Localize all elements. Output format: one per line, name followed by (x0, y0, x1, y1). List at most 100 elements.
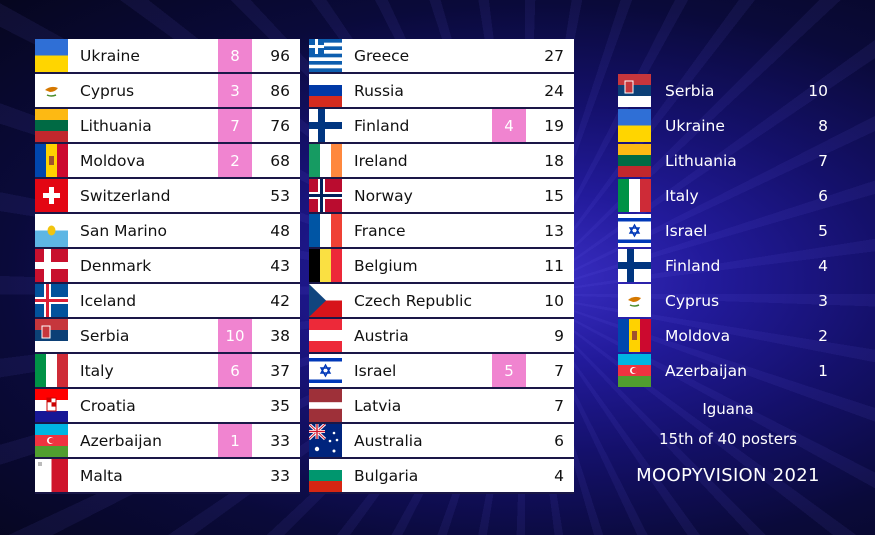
country-name: Greece (354, 47, 410, 65)
serbia-flag-icon (618, 74, 651, 107)
country-name: France (354, 222, 406, 240)
scoreboard-row: France 13 (309, 214, 574, 249)
azerbaijan-flag-icon (35, 424, 68, 457)
scoreboard-row: Ukraine 8 96 (35, 39, 300, 74)
russia-flag-icon (309, 74, 342, 107)
italy-flag-icon (618, 179, 651, 212)
country-name: Lithuania (80, 117, 152, 135)
vote-country-name: Israel (665, 222, 708, 240)
total-score: 18 (544, 152, 564, 170)
country-name: Australia (354, 432, 423, 450)
scoreboard-row: Greece 27 (309, 39, 574, 74)
israel-flag-icon (618, 214, 651, 247)
country-name: Norway (354, 187, 413, 205)
country-name: Finland (354, 117, 410, 135)
vote-points: 2 (818, 327, 828, 345)
total-score: 33 (270, 432, 290, 450)
scoreboard-row: Ireland 18 (309, 144, 574, 179)
austria-flag-icon (309, 319, 342, 352)
scoreboard-row: Israel 5 7 (309, 354, 574, 389)
scoreboard-row: San Marino 48 (35, 214, 300, 249)
denmark-flag-icon (35, 249, 68, 282)
voter-rank: 15th of 40 posters (659, 430, 797, 448)
country-name: Ireland (354, 152, 408, 170)
vote-points: 5 (818, 222, 828, 240)
israel-flag-icon (309, 354, 342, 387)
san-marino-flag-icon (35, 214, 68, 247)
vote-given-row: Finland 4 (618, 249, 828, 282)
total-score: 68 (270, 152, 290, 170)
country-name: Serbia (80, 327, 130, 345)
finland-flag-icon (618, 249, 651, 282)
voter-name: Iguana (702, 400, 754, 418)
total-score: 35 (270, 397, 290, 415)
country-name: Italy (80, 362, 114, 380)
australia-flag-icon (309, 424, 342, 457)
vote-given-row: Serbia 10 (618, 74, 828, 107)
azerbaijan-flag-icon (618, 354, 651, 387)
belgium-flag-icon (309, 249, 342, 282)
vote-country-name: Cyprus (665, 292, 720, 310)
switzerland-flag-icon (35, 179, 68, 212)
total-score: 76 (270, 117, 290, 135)
total-score: 33 (270, 467, 290, 485)
country-name: Azerbaijan (80, 432, 162, 450)
scoreboard-row: Iceland 42 (35, 284, 300, 319)
country-name: Iceland (80, 292, 137, 310)
points-received-badge: 6 (218, 354, 252, 387)
total-score: 53 (270, 187, 290, 205)
scoreboard-row: Croatia 35 (35, 389, 300, 424)
points-received-badge: 1 (218, 424, 252, 457)
scoreboard-row: Lithuania 7 76 (35, 109, 300, 144)
country-name: Russia (354, 82, 404, 100)
points-received-badge: 8 (218, 39, 252, 72)
vote-given-row: Italy 6 (618, 179, 828, 212)
cyprus-flag-icon (618, 284, 651, 317)
points-received-badge: 7 (218, 109, 252, 142)
latvia-flag-icon (309, 389, 342, 422)
country-name: Belgium (354, 257, 418, 275)
vote-country-name: Azerbaijan (665, 362, 747, 380)
total-score: 96 (270, 47, 290, 65)
country-name: Croatia (80, 397, 136, 415)
serbia-flag-icon (35, 319, 68, 352)
ukraine-flag-icon (618, 109, 651, 142)
country-name: Moldova (80, 152, 146, 170)
scoreboard-row: Bulgaria 4 (309, 459, 574, 494)
vote-points: 7 (818, 152, 828, 170)
country-name: Malta (80, 467, 123, 485)
total-score: 48 (270, 222, 290, 240)
country-name: Austria (354, 327, 409, 345)
scoreboard-row: Malta 33 (35, 459, 300, 494)
country-name: Latvia (354, 397, 402, 415)
country-name: Czech Republic (354, 292, 473, 310)
croatia-flag-icon (35, 389, 68, 422)
scoreboard-row: Australia 6 (309, 424, 574, 459)
norway-flag-icon (309, 179, 342, 212)
bulgaria-flag-icon (309, 459, 342, 492)
moldova-flag-icon (618, 319, 651, 352)
scoreboard-row: Norway 15 (309, 179, 574, 214)
cyprus-flag-icon (35, 74, 68, 107)
ukraine-flag-icon (35, 39, 68, 72)
show-title: MOOPYVISION 2021 (636, 465, 820, 486)
scoreboard-row: Latvia 7 (309, 389, 574, 424)
vote-given-row: Cyprus 3 (618, 284, 828, 317)
czech-flag-icon (309, 284, 342, 317)
vote-country-name: Ukraine (665, 117, 725, 135)
scoreboard-row: Serbia 10 38 (35, 319, 300, 354)
scoreboard-row: Belgium 11 (309, 249, 574, 284)
vote-given-row: Azerbaijan 1 (618, 354, 828, 387)
vote-country-name: Finland (665, 257, 721, 275)
total-score: 7 (554, 362, 564, 380)
total-score: 27 (544, 47, 564, 65)
total-score: 11 (544, 257, 564, 275)
vote-country-name: Serbia (665, 82, 715, 100)
scoreboard-row: Denmark 43 (35, 249, 300, 284)
finland-flag-icon (309, 109, 342, 142)
total-score: 10 (544, 292, 564, 310)
vote-points: 3 (818, 292, 828, 310)
total-score: 6 (554, 432, 564, 450)
points-received-badge: 2 (218, 144, 252, 177)
greece-flag-icon (309, 39, 342, 72)
